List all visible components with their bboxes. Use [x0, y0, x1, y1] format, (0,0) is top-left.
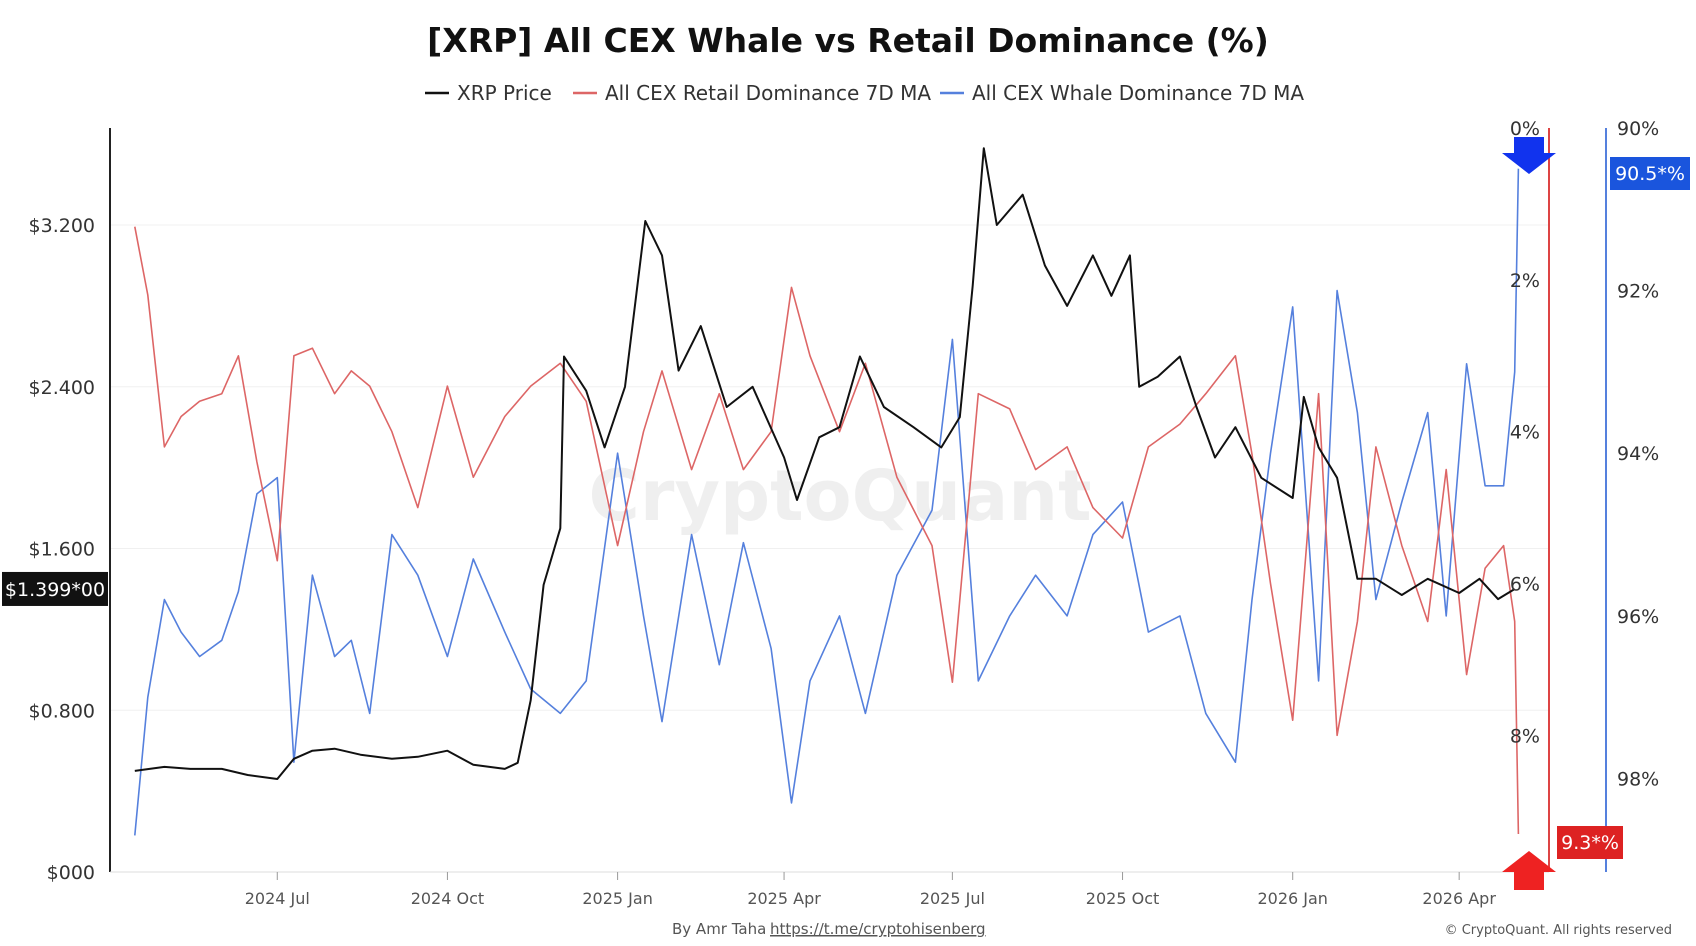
whale-tick-label-3: 96%	[1617, 606, 1659, 628]
retail-tick-label-4: 8%	[1510, 725, 1540, 747]
whale-tick-label-4: 98%	[1617, 768, 1659, 790]
x-tick-label-5: 2025 Oct	[1086, 889, 1159, 908]
series-layer	[134, 147, 1520, 836]
price-tick-label-0: $000	[47, 862, 95, 884]
retail-tick-label-3: 6%	[1510, 574, 1540, 596]
footer-link[interactable]: https://t.me/cryptohisenberg	[770, 920, 986, 938]
legend-label-0: XRP Price	[457, 81, 552, 105]
retail-badge	[1557, 826, 1623, 859]
retail-badge-text: 9.3*%	[1561, 832, 1619, 854]
legend-label-1: All CEX Retail Dominance 7D MA	[605, 81, 931, 105]
legend-label-2: All CEX Whale Dominance 7D MA	[972, 81, 1304, 105]
whale-arrow-down-icon	[1502, 137, 1556, 174]
whale-badge	[1610, 157, 1690, 190]
ticks: $000 $0.800 $1.600 $2.400 $3.200 0% 2% 4% 6% 8% 90…	[29, 118, 1660, 908]
watermark: CryptoQuant	[588, 455, 1091, 537]
series-line-xrp-price	[134, 147, 1516, 780]
price-badge-text: $1.399*00	[5, 579, 105, 601]
series-line-all-cex-whale-dominance-7d-ma	[134, 168, 1520, 836]
price-tick-label-3: $2.400	[29, 377, 95, 399]
x-tick-label-0: 2024 Jul	[245, 889, 310, 908]
x-tick-label-4: 2025 Jul	[920, 889, 985, 908]
whale-tick-label-1: 92%	[1617, 281, 1659, 303]
copyright: © CryptoQuant. All rights reserved	[1445, 923, 1672, 938]
x-tick-label-3: 2025 Apr	[747, 889, 821, 908]
x-tick-label-6: 2026 Jan	[1257, 889, 1327, 908]
whale-badge-text: 90.5*%	[1615, 163, 1685, 185]
retail-tick-label-0: 0%	[1510, 118, 1540, 140]
legend: XRP Price All CEX Retail Dominance 7D MA A…	[425, 81, 1304, 105]
x-tick-label-2: 2025 Jan	[582, 889, 652, 908]
x-tick-label-7: 2026 Apr	[1422, 889, 1496, 908]
retail-tick-label-1: 2%	[1510, 270, 1540, 292]
footer-author: By Amr Taha	[672, 920, 766, 938]
whale-tick-label-0: 90%	[1617, 118, 1659, 140]
chart-title: [XRP] All CEX Whale vs Retail Dominance …	[427, 21, 1269, 60]
retail-tick-label-2: 4%	[1510, 422, 1540, 444]
price-badge	[2, 571, 108, 606]
series-line-all-cex-retail-dominance-7d-ma	[134, 226, 1520, 835]
price-tick-label-1: $0.800	[29, 700, 95, 722]
price-tick-label-2: $1.600	[29, 539, 95, 561]
x-tick-label-1: 2024 Oct	[411, 889, 484, 908]
badges: $1.399*00 90.5*% 9.3*%	[2, 157, 1690, 859]
whale-tick-label-2: 94%	[1617, 443, 1659, 465]
price-tick-label-4: $3.200	[29, 215, 95, 237]
retail-arrow-up-icon	[1502, 851, 1556, 890]
